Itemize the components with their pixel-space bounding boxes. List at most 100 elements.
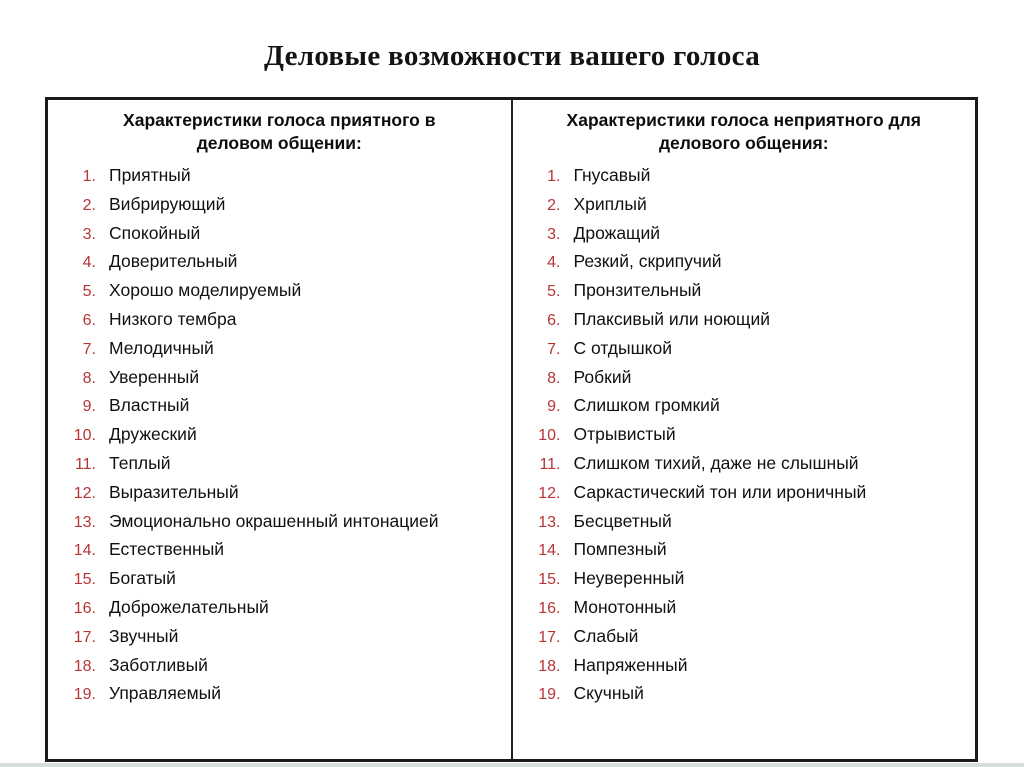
item-label: Слишком громкий bbox=[573, 395, 720, 416]
item-label: Плаксивый или ноющий bbox=[573, 308, 771, 329]
item-label: Властный bbox=[109, 395, 190, 416]
item-number: 16. bbox=[538, 599, 561, 617]
item-number: 17. bbox=[73, 628, 96, 646]
item-label: Саркастический тон или ироничный bbox=[573, 481, 867, 502]
item-number: 9. bbox=[547, 398, 561, 416]
item-label: Монотонный bbox=[573, 596, 677, 617]
list-item: 13. Бесцветный bbox=[521, 511, 968, 540]
list-item: 7. С отдышкой bbox=[521, 338, 968, 367]
list-item: 9. Слишком громкий bbox=[521, 395, 968, 424]
item-label: Хриплый bbox=[573, 193, 647, 214]
list-item: 13. Эмоционально окрашенный интонацией bbox=[56, 511, 503, 540]
list-item: 9. Властный bbox=[56, 395, 503, 424]
item-number: 14. bbox=[538, 542, 561, 560]
item-label: Гнусавый bbox=[573, 165, 651, 185]
list-item: 11. Теплый bbox=[56, 453, 503, 482]
item-number: 4. bbox=[547, 254, 561, 272]
item-number: 1. bbox=[82, 168, 96, 185]
item-number: 16. bbox=[73, 599, 96, 617]
column-pleasant-voice: Характеристики голоса приятного в делово… bbox=[48, 100, 511, 759]
item-number: 8. bbox=[82, 369, 96, 387]
item-label: Доброжелательный bbox=[109, 596, 269, 617]
list-item: 16. Монотонный bbox=[521, 597, 968, 626]
list-item: 6. Плаксивый или ноющий bbox=[521, 309, 968, 338]
item-number: 2. bbox=[547, 196, 561, 214]
item-label: Звучный bbox=[109, 625, 179, 646]
item-number: 12. bbox=[73, 484, 96, 502]
item-number: 12. bbox=[538, 484, 561, 502]
list-item: 5. Пронзительный bbox=[521, 280, 968, 309]
item-label: Доверительный bbox=[109, 251, 238, 272]
list-item: 1. Приятный bbox=[56, 165, 503, 194]
item-label: Дружеский bbox=[109, 424, 197, 445]
item-label: Приятный bbox=[109, 165, 191, 185]
list-item: 6. Низкого тембра bbox=[56, 309, 503, 338]
column-pleasant-header: Характеристики голоса приятного в делово… bbox=[123, 110, 436, 153]
page-title: Деловые возможности вашего голоса bbox=[264, 40, 760, 72]
item-label: Управляемый bbox=[109, 683, 221, 704]
item-label: Резкий, скрипучий bbox=[573, 251, 722, 272]
item-number: 17. bbox=[538, 628, 561, 646]
list-item: 19. Скучный bbox=[521, 683, 968, 712]
item-number: 13. bbox=[538, 513, 561, 531]
item-number: 14. bbox=[73, 542, 96, 560]
item-number: 3. bbox=[82, 225, 96, 243]
item-number: 3. bbox=[547, 225, 561, 243]
item-number: 19. bbox=[73, 686, 96, 704]
column-unpleasant-voice: Характеристики голоса неприятного для де… bbox=[510, 100, 976, 759]
footer-strip bbox=[0, 763, 1024, 767]
item-label: Спокойный bbox=[109, 222, 201, 243]
list-item: 3. Дрожащий bbox=[521, 223, 968, 252]
item-label: Отрывистый bbox=[573, 424, 676, 445]
list-item: 2. Хриплый bbox=[521, 194, 968, 223]
pleasant-voice-list: 1. Приятный 2. Вибрирующий 3. Спокойный 4. Дове… bbox=[48, 165, 511, 712]
item-label: Уверенный bbox=[109, 366, 200, 387]
item-label: Бесцветный bbox=[573, 510, 672, 531]
item-number: 11. bbox=[539, 455, 561, 473]
item-label: Слишком тихий, даже не слышный bbox=[573, 452, 859, 473]
list-item: 7. Мелодичный bbox=[56, 338, 503, 367]
item-number: 6. bbox=[82, 311, 96, 329]
item-label: Теплый bbox=[109, 452, 171, 473]
list-item: 4. Доверительный bbox=[56, 251, 503, 280]
item-label: Пронзительный bbox=[573, 280, 702, 301]
item-number: 5. bbox=[547, 283, 561, 301]
item-label: Эмоционально окрашенный интонацией bbox=[109, 510, 439, 531]
list-item: 8. Робкий bbox=[521, 367, 968, 396]
voice-characteristics-table: Характеристики голоса приятного в делово… bbox=[45, 97, 978, 762]
list-item: 10. Отрывистый bbox=[521, 424, 968, 453]
item-label: Естественный bbox=[109, 539, 225, 560]
list-item: 14. Помпезный bbox=[521, 539, 968, 568]
item-number: 5. bbox=[82, 283, 96, 301]
item-number: 6. bbox=[547, 311, 561, 329]
item-number: 9. bbox=[82, 398, 96, 416]
list-item: 16. Доброжелательный bbox=[56, 597, 503, 626]
list-item: 15. Богатый bbox=[56, 568, 503, 597]
item-number: 15. bbox=[538, 571, 561, 589]
item-label: Выразительный bbox=[109, 481, 239, 502]
list-item: 2. Вибрирующий bbox=[56, 194, 503, 223]
list-item: 12. Выразительный bbox=[56, 482, 503, 511]
item-label: Напряженный bbox=[573, 654, 688, 675]
item-label: Хорошо моделируемый bbox=[109, 280, 302, 301]
item-number: 15. bbox=[73, 571, 96, 589]
item-label: Скучный bbox=[573, 683, 644, 704]
item-label: Богатый bbox=[109, 568, 176, 589]
list-item: 14. Естественный bbox=[56, 539, 503, 568]
item-number: 7. bbox=[547, 340, 561, 358]
list-item: 18. Напряженный bbox=[521, 655, 968, 684]
item-label: Вибрирующий bbox=[109, 193, 226, 214]
list-item: 18. Заботливый bbox=[56, 655, 503, 684]
list-item: 17. Звучный bbox=[56, 626, 503, 655]
list-item: 19. Управляемый bbox=[56, 683, 503, 712]
item-label: Слабый bbox=[573, 625, 639, 646]
item-number: 10. bbox=[73, 427, 96, 445]
item-number: 1. bbox=[547, 168, 561, 185]
item-number: 18. bbox=[73, 657, 96, 675]
item-label: С отдышкой bbox=[573, 337, 672, 358]
list-item: 11. Слишком тихий, даже не слышный bbox=[521, 453, 968, 482]
list-item: 17. Слабый bbox=[521, 626, 968, 655]
item-number: 11. bbox=[74, 455, 96, 473]
list-item: 3. Спокойный bbox=[56, 223, 503, 252]
